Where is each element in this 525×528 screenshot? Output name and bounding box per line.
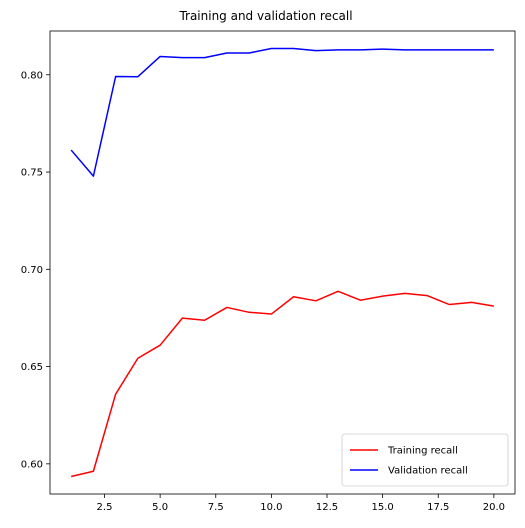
series-layer: [70, 47, 494, 478]
x-tick-label: 12.5: [316, 502, 338, 513]
x-tick-label: 7.5: [208, 502, 224, 513]
y-tick-label: 0.60: [21, 459, 43, 470]
legend-label: Training recall: [387, 446, 458, 457]
x-tick-label: 10.0: [260, 502, 282, 513]
x-axis: 2.5 5.0 7.5 10.0 12.5 15.0 17.5 20.0: [97, 494, 505, 513]
x-tick-label: 20.0: [483, 502, 505, 513]
legend-label: Validation recall: [388, 466, 468, 477]
x-tick-label: 17.5: [427, 502, 449, 513]
y-tick-label: 0.75: [21, 168, 43, 179]
y-tick-label: 0.65: [21, 362, 43, 373]
plot-area: [49, 30, 516, 495]
y-tick-label: 0.80: [21, 70, 43, 81]
y-tick-label: 0.70: [21, 265, 43, 276]
x-tick-label: 2.5: [97, 502, 113, 513]
series-line-0: [70, 290, 494, 478]
legend: Training recall Validation recall: [341, 433, 509, 487]
x-tick-label: 5.0: [152, 502, 168, 513]
series-line-1: [70, 47, 494, 177]
chart-title: Training and validation recall: [178, 9, 352, 23]
x-tick-label: 15.0: [371, 502, 393, 513]
legend-box: [341, 433, 509, 487]
y-axis: 0.60 0.65 0.70 0.75 0.80: [21, 70, 50, 470]
